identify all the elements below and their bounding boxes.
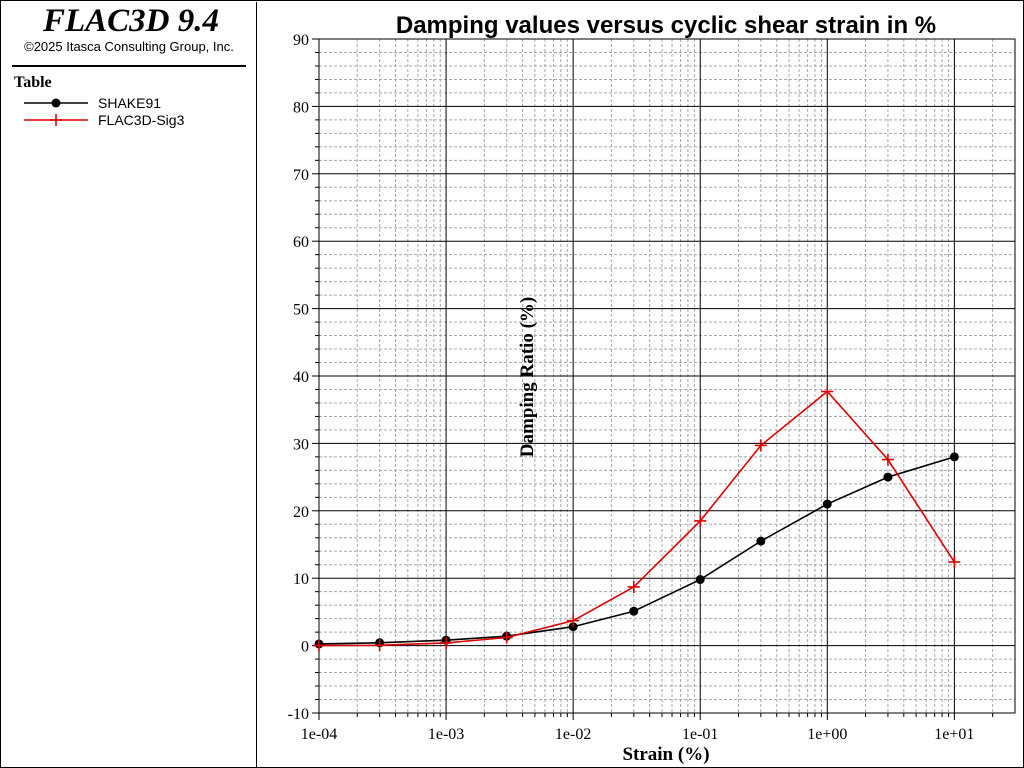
x-axis-label: Strain (%): [622, 744, 709, 765]
y-tick-label: 80: [293, 99, 309, 116]
data-point: [567, 614, 580, 627]
x-tick-label: 1e-03: [428, 726, 464, 743]
chart-title: Damping values versus cyclic shear strai…: [396, 12, 936, 39]
x-tick-label: 1e+01: [934, 726, 974, 743]
x-tick-label: 1e+00: [807, 726, 847, 743]
data-point: [373, 639, 386, 652]
data-point: [694, 514, 707, 527]
data-point: [822, 499, 832, 509]
major-grid: [318, 38, 1016, 714]
y-tick-label: 40: [293, 369, 309, 386]
y-tick-label: 20: [293, 504, 309, 521]
y-tick-label: -10: [288, 706, 309, 723]
axis-labels: 1e-04 1e-03 1e-02 1e-01 1e+00 1e+01 -10 0 10 20 30…: [288, 32, 975, 743]
data-point: [883, 472, 893, 482]
legend-line-circle-icon: [24, 98, 88, 108]
y-tick-label: 0: [301, 639, 309, 656]
data-point: [500, 631, 513, 644]
data-point: [440, 636, 453, 649]
y-tick-label: 30: [293, 436, 309, 453]
header-divider: [12, 65, 246, 67]
y-tick-label: 70: [293, 167, 309, 184]
legend-panel: FLAC3D 9.4 ©2025 Itasca Consulting Group…: [2, 2, 257, 767]
x-tick-label: 1e-04: [301, 726, 337, 743]
data-point: [695, 575, 705, 585]
y-axis-label: Damping Ratio (%): [517, 297, 538, 457]
legend-line-plus-icon: [24, 114, 88, 126]
y-tick-label: 90: [293, 32, 309, 49]
data-point: [756, 536, 766, 546]
legend-label: FLAC3D-Sig3: [98, 112, 185, 128]
data-point: [881, 453, 894, 466]
y-tick-label: 10: [293, 571, 309, 588]
copyright-text: ©2025 Itasca Consulting Group, Inc.: [24, 39, 234, 54]
y-tick-label: 60: [293, 234, 309, 251]
series-line-1: [318, 456, 955, 645]
x-tick-label: 1e-02: [555, 726, 591, 743]
data-point: [949, 452, 959, 462]
series-layer: [313, 385, 961, 652]
data-point: [568, 622, 578, 632]
data-point: [754, 439, 767, 452]
data-point: [313, 639, 325, 652]
app-title: FLAC3D 9.4: [42, 3, 220, 39]
axis-ticks: [312, 38, 994, 720]
data-point: [821, 385, 834, 398]
y-tick-label: 50: [293, 302, 309, 319]
x-tick-label: 1e-01: [682, 726, 718, 743]
legend-heading: Table: [14, 74, 52, 91]
legend-label: SHAKE91: [98, 95, 162, 111]
data-point: [948, 556, 961, 569]
data-point: [627, 580, 640, 593]
data-point: [629, 606, 639, 616]
damping-chart: Damping values versus cyclic shear strai…: [288, 12, 1016, 765]
chart-area: Damping values versus cyclic shear strai…: [258, 2, 1023, 767]
